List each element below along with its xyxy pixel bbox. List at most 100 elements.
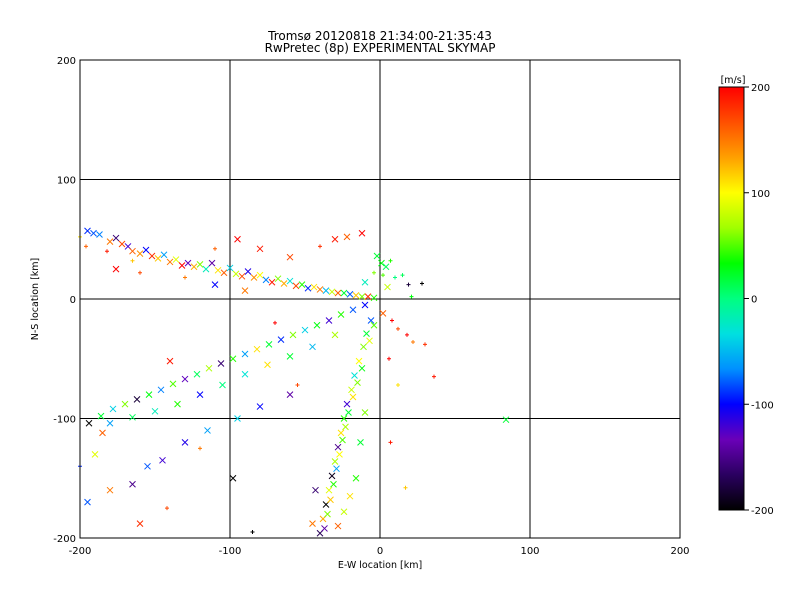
data-point (286, 391, 294, 398)
data-point (273, 320, 277, 325)
data-point (238, 272, 246, 280)
grid-layer (80, 60, 680, 538)
chart-title: Tromsø 20120818 21:34:00-21:35:43 (268, 29, 492, 43)
data-point (388, 258, 393, 263)
data-point (361, 409, 369, 416)
data-point (157, 386, 165, 394)
data-point (366, 337, 373, 345)
data-point (310, 283, 318, 291)
data-point (136, 520, 144, 528)
data-point (345, 409, 352, 416)
data-point (502, 416, 510, 424)
data-point (241, 370, 249, 378)
data-point (406, 282, 411, 287)
data-point (286, 353, 294, 360)
data-point (159, 456, 166, 464)
data-point (403, 485, 408, 490)
data-point (91, 450, 99, 458)
data-point (85, 419, 93, 427)
chart-subtitle: RwPretec (8p) EXPERIMENTAL SKYMAP (264, 41, 496, 55)
y-tick-label: 0 (70, 295, 76, 306)
data-point (393, 275, 397, 280)
data-point (328, 472, 336, 480)
data-point (381, 273, 385, 278)
data-point (358, 364, 366, 372)
data-point (196, 260, 204, 268)
data-point (138, 270, 142, 275)
data-point (411, 340, 415, 345)
data-point (420, 281, 424, 286)
data-point (358, 293, 366, 300)
data-point (145, 391, 153, 398)
data-point (202, 265, 210, 273)
data-point (325, 317, 333, 324)
data-point (351, 372, 358, 379)
data-point (373, 252, 381, 260)
data-point (360, 343, 367, 351)
data-point (289, 331, 297, 339)
data-point (106, 238, 114, 245)
data-point (211, 281, 219, 289)
data-point (129, 413, 136, 421)
data-point (280, 280, 288, 287)
data-point (214, 266, 222, 274)
data-point (144, 462, 151, 470)
data-point (172, 256, 180, 263)
data-point (316, 286, 324, 293)
data-point (219, 381, 226, 389)
data-point (250, 530, 255, 535)
data-point (295, 383, 300, 388)
data-point (322, 287, 330, 294)
data-point (370, 321, 378, 329)
data-point (340, 415, 348, 422)
data-point (388, 440, 393, 445)
data-point (181, 439, 189, 446)
data-point (204, 427, 211, 434)
data-point (105, 249, 109, 254)
data-point (286, 253, 294, 261)
data-point (129, 480, 136, 488)
y-tick-label: 100 (57, 176, 76, 187)
data-point (256, 271, 264, 279)
x-tick-label: -200 (69, 546, 92, 557)
data-point (198, 446, 202, 451)
data-point (205, 364, 213, 372)
data-point (330, 480, 337, 488)
data-point (241, 287, 249, 294)
data-point (183, 275, 187, 280)
data-point (106, 486, 114, 494)
data-point (334, 289, 342, 297)
data-point (340, 508, 348, 516)
x-tick-label: 200 (670, 546, 689, 557)
data-point (160, 251, 168, 259)
data-point (253, 345, 261, 353)
colorbar-gradient (718, 86, 745, 511)
axis-layer: -200 -100 0 100 200 -200 -100 0 100 200 (53, 56, 689, 557)
data-point (309, 520, 316, 528)
data-point (357, 439, 364, 446)
data-point (165, 506, 169, 511)
x-tick-label: 0 (377, 546, 383, 557)
data-point (340, 289, 348, 297)
data-point (256, 245, 264, 253)
data-point (349, 393, 357, 401)
data-point (384, 283, 391, 291)
data-point (382, 263, 390, 271)
data-point (343, 233, 351, 241)
data-point (151, 407, 159, 415)
data-point (193, 370, 201, 378)
colorbar-tick-label: -200 (751, 506, 774, 517)
data-point (304, 284, 312, 292)
data-point (274, 275, 282, 283)
data-point (331, 235, 339, 243)
colorbar-tick-label: 200 (751, 83, 770, 94)
data-point (97, 412, 105, 420)
data-point (321, 525, 328, 532)
data-point (181, 375, 189, 383)
colorbar-tick-label: -100 (751, 400, 774, 411)
data-point (184, 259, 192, 267)
data-point (229, 355, 237, 363)
data-point (342, 423, 349, 431)
data-point (432, 374, 436, 379)
